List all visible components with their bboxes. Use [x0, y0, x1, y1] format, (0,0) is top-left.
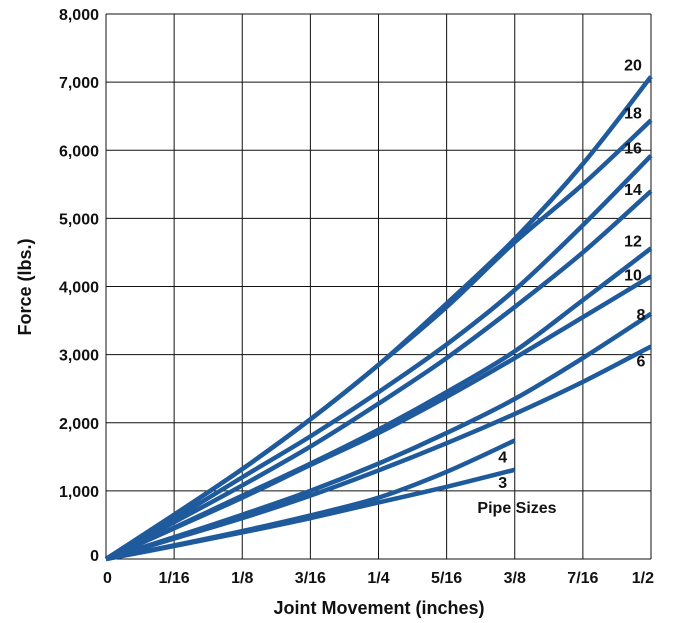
series-label-14: 14	[624, 182, 642, 199]
series-label-16: 16	[624, 141, 642, 158]
series-label-12: 12	[624, 233, 642, 250]
series-label-6: 6	[637, 353, 646, 370]
series-label-18: 18	[624, 105, 642, 122]
series-label-20: 20	[624, 58, 642, 75]
series-label-4: 4	[498, 449, 507, 466]
y-tick-label: 4,000	[59, 280, 99, 297]
x-tick-label: 3/16	[295, 570, 326, 587]
series-line-14	[104, 189, 653, 561]
y-tick-label: 8,000	[59, 7, 99, 24]
series-label-8: 8	[637, 307, 646, 324]
y-tick-label: 6,000	[59, 143, 99, 160]
y-tick-label: 0	[90, 548, 99, 565]
series-lines	[104, 75, 653, 562]
y-axis-title: Force (lbs.)	[15, 238, 35, 335]
series-line-16	[104, 154, 653, 561]
y-tick-label: 1,000	[59, 484, 99, 501]
x-tick-labels: 0 1/16 1/8 3/16 1/4 5/16 3/8 7/16 1/2	[103, 570, 654, 587]
series-line-12	[105, 246, 653, 562]
x-axis-title: Joint Movement (inches)	[273, 598, 484, 618]
grid	[105, 13, 652, 560]
y-tick-label: 7,000	[59, 75, 99, 92]
y-tick-labels: 0 1,000 2,000 3,000 4,000 5,000 6,000 7,000 8,00…	[59, 7, 99, 565]
y-tick-label: 5,000	[59, 211, 99, 228]
series-labels: 3 4 6 8 10 12 14 16 18 20	[498, 58, 645, 492]
x-tick-label: 0	[103, 570, 112, 587]
y-tick-label: 3,000	[59, 348, 99, 365]
series-line-4	[105, 438, 516, 562]
x-tick-label: 1/16	[159, 570, 190, 587]
series-line-8	[105, 311, 653, 562]
x-tick-label: 1/8	[231, 570, 253, 587]
y-tick-label: 2,000	[59, 416, 99, 433]
x-tick-label: 5/16	[431, 570, 462, 587]
x-tick-label: 3/8	[504, 570, 526, 587]
x-tick-label: 1/2	[632, 570, 654, 587]
x-tick-label: 1/4	[367, 570, 389, 587]
series-label-3: 3	[498, 475, 507, 492]
series-line-20	[104, 75, 653, 561]
x-tick-label: 7/16	[567, 570, 598, 587]
series-label-10: 10	[624, 267, 642, 284]
pipe-sizes-annotation: Pipe Sizes	[477, 500, 556, 517]
